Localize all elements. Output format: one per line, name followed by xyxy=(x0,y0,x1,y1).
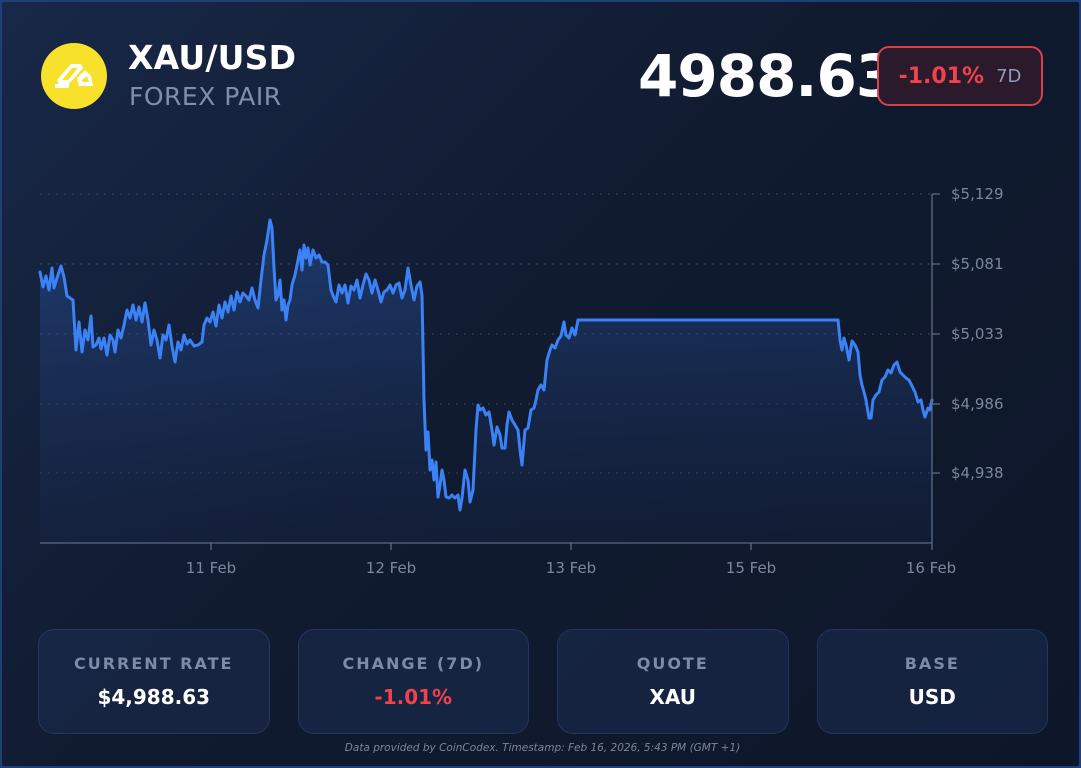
x-tick-label: 15 Feb xyxy=(726,559,776,577)
change-period: 7D xyxy=(996,65,1022,87)
stat-value: $4,988.63 xyxy=(97,685,211,709)
x-tick-label: 13 Feb xyxy=(546,559,596,577)
stat-label: QUOTE xyxy=(636,654,709,673)
gold-bars-icon xyxy=(55,64,93,88)
y-tick-label: $5,081 xyxy=(951,255,1004,273)
price-chart: $5,129 $5,081 $5,033 $4,986 $4,938 11 Fe… xyxy=(38,185,1004,577)
data-attribution: Data provided by CoinCodex. Timestamp: F… xyxy=(344,742,741,754)
price-line xyxy=(38,218,934,512)
x-tick-label: 11 Feb xyxy=(186,559,236,577)
stat-value: -1.01% xyxy=(374,685,453,709)
stat-label: BASE xyxy=(904,654,960,673)
stat-label: CURRENT RATE xyxy=(74,654,234,673)
x-tick-label: 12 Feb xyxy=(366,559,416,577)
stat-value: XAU xyxy=(649,685,697,709)
x-tick-label: 16 Feb xyxy=(906,559,956,577)
y-tick-label: $4,986 xyxy=(951,395,1004,413)
gold-logo xyxy=(41,43,107,109)
y-tick-label: $4,938 xyxy=(951,464,1004,482)
pair-title: XAU/USD xyxy=(128,38,297,77)
y-tick-labels: $5,129 $5,081 $5,033 $4,986 $4,938 xyxy=(951,185,1004,482)
stat-value: USD xyxy=(908,685,956,709)
change-badge: -1.01% 7D xyxy=(877,46,1043,106)
stat-card-current-rate: CURRENT RATE $4,988.63 xyxy=(38,629,270,734)
stat-card-base: BASE USD xyxy=(816,629,1048,734)
current-price: 4988.63 xyxy=(638,42,896,110)
stat-card-change: CHANGE (7D) -1.01% xyxy=(297,629,529,734)
change-percent: -1.01% xyxy=(898,63,985,89)
price-area xyxy=(40,220,932,543)
x-axis xyxy=(40,542,932,550)
x-tick-labels: 11 Feb 12 Feb 13 Feb 15 Feb 16 Feb xyxy=(186,559,956,577)
pair-subtitle: FOREX PAIR xyxy=(129,82,282,111)
y-tick-label: $5,129 xyxy=(951,185,1004,203)
y-axis xyxy=(931,193,940,550)
stat-label: CHANGE (7D) xyxy=(342,654,485,673)
stats-cards: CURRENT RATE $4,988.63 CHANGE (7D) -1.01… xyxy=(38,629,1048,734)
stat-card-quote: QUOTE XAU xyxy=(557,629,789,734)
y-tick-label: $5,033 xyxy=(951,325,1004,343)
